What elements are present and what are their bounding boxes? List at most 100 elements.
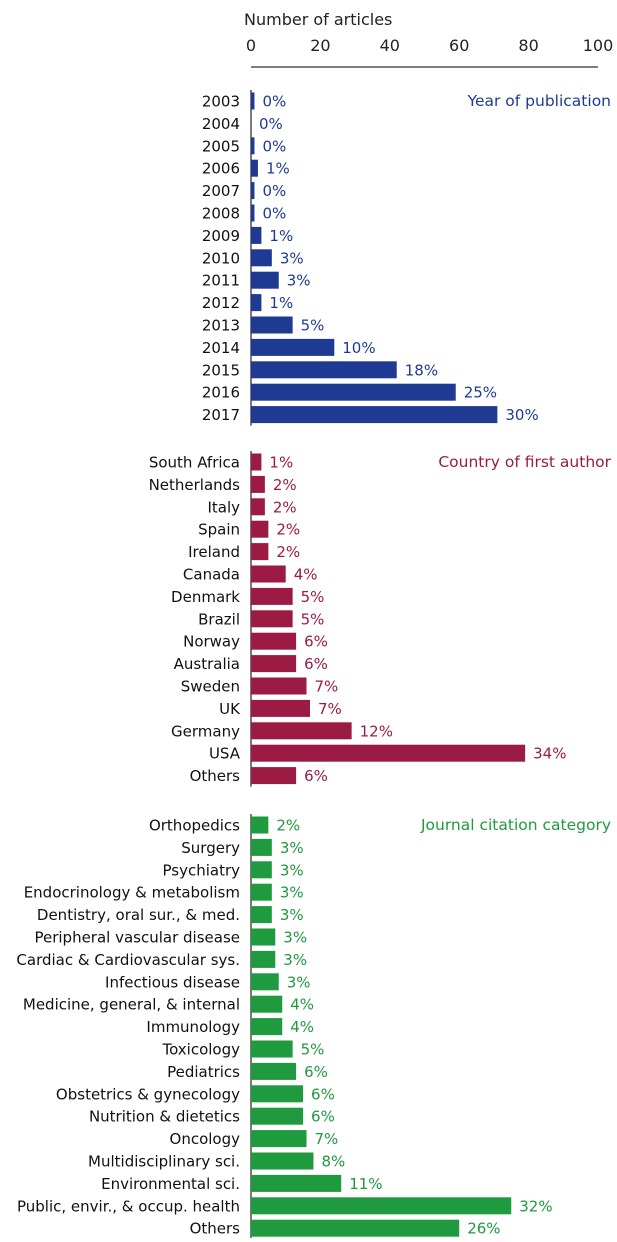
x-tick-label: 80 xyxy=(518,36,538,55)
bar xyxy=(251,883,272,901)
category-label: 2015 xyxy=(202,361,240,379)
bar xyxy=(251,543,269,561)
bar xyxy=(251,1040,293,1058)
data-label: 3% xyxy=(287,272,311,290)
data-label: 1% xyxy=(269,454,293,472)
category-label: 2009 xyxy=(202,227,240,245)
bar xyxy=(251,316,293,334)
category-label: 2005 xyxy=(202,137,240,155)
data-label: 7% xyxy=(315,1130,339,1148)
category-label: UK xyxy=(219,700,241,718)
data-label: 10% xyxy=(342,339,375,357)
data-label: 30% xyxy=(505,406,538,424)
category-label: Sweden xyxy=(181,678,240,696)
bar xyxy=(251,498,265,516)
data-label: 7% xyxy=(318,700,342,718)
category-label: Denmark xyxy=(171,588,240,606)
data-label: 2% xyxy=(273,476,297,494)
bar xyxy=(251,1219,460,1237)
bar xyxy=(251,744,526,762)
panel-title: Journal citation category xyxy=(420,816,611,834)
category-label: Nutrition & dietetics xyxy=(89,1108,240,1126)
category-label: 2014 xyxy=(202,339,240,357)
data-label: 18% xyxy=(405,361,438,379)
bar xyxy=(251,1130,307,1148)
data-label: 25% xyxy=(464,384,497,402)
data-label: 0% xyxy=(262,137,286,155)
bar xyxy=(251,699,310,717)
data-label: 0% xyxy=(262,182,286,200)
category-label: Germany xyxy=(171,722,240,740)
data-label: 3% xyxy=(280,249,304,267)
category-label: Ireland xyxy=(188,543,240,561)
x-axis-title: Number of articles xyxy=(244,10,392,29)
bar xyxy=(251,838,272,856)
data-label: 5% xyxy=(301,588,325,606)
category-label: 2007 xyxy=(202,182,240,200)
category-label: South Africa xyxy=(149,454,240,472)
data-label: 4% xyxy=(290,1018,314,1036)
data-label: 26% xyxy=(467,1220,500,1238)
data-label: 0% xyxy=(262,205,286,223)
bar xyxy=(251,159,258,177)
category-label: 2017 xyxy=(202,406,240,424)
bar xyxy=(251,655,297,673)
bar xyxy=(251,1152,314,1170)
bar xyxy=(251,1085,304,1103)
bar xyxy=(251,383,456,401)
bar xyxy=(251,1018,283,1036)
category-label: Endocrinology & metabolism xyxy=(24,884,240,902)
data-label: 5% xyxy=(301,317,325,335)
bar xyxy=(251,520,269,538)
data-label: 3% xyxy=(280,884,304,902)
category-label: Others xyxy=(190,767,241,785)
panel-title: Country of first author xyxy=(438,453,611,471)
category-label: Infectious disease xyxy=(105,973,240,991)
data-label: 2% xyxy=(273,498,297,516)
data-label: 2% xyxy=(276,521,300,539)
category-label: Spain xyxy=(198,521,240,539)
data-label: 32% xyxy=(519,1197,552,1215)
bar xyxy=(251,767,297,785)
data-label: 1% xyxy=(266,160,290,178)
category-label: Medicine, general, & internal xyxy=(23,996,240,1014)
bar xyxy=(251,249,272,267)
data-label: 3% xyxy=(283,929,307,947)
data-label: 6% xyxy=(311,1108,335,1126)
bar xyxy=(251,610,293,628)
category-label: Oncology xyxy=(170,1130,241,1148)
data-label: 4% xyxy=(294,566,318,584)
data-label: 0% xyxy=(259,115,283,133)
category-label: Multidisciplinary sci. xyxy=(88,1153,240,1171)
bar xyxy=(251,632,297,650)
data-label: 6% xyxy=(304,655,328,673)
category-label: Brazil xyxy=(198,610,240,628)
bar xyxy=(251,973,279,991)
bar xyxy=(251,406,498,424)
data-label: 1% xyxy=(269,294,293,312)
category-label: 2011 xyxy=(202,272,240,290)
category-label: Obstetrics & gynecology xyxy=(56,1085,240,1103)
category-label: Canada xyxy=(183,566,240,584)
data-label: 3% xyxy=(287,973,311,991)
data-label: 6% xyxy=(304,633,328,651)
data-label: 5% xyxy=(301,1041,325,1059)
bar xyxy=(251,565,286,583)
data-label: 6% xyxy=(304,767,328,785)
x-tick-label: 40 xyxy=(380,36,400,55)
data-label: 3% xyxy=(280,839,304,857)
category-label: Cardiac & Cardiovascular sys. xyxy=(16,951,240,969)
category-label: Australia xyxy=(174,655,240,673)
category-label: Psychiatry xyxy=(162,861,240,879)
category-label: Netherlands xyxy=(149,476,241,494)
data-label: 3% xyxy=(280,906,304,924)
data-label: 5% xyxy=(301,610,325,628)
bar xyxy=(251,226,262,244)
data-label: 7% xyxy=(315,678,339,696)
data-label: 2% xyxy=(276,543,300,561)
data-label: 0% xyxy=(262,93,286,111)
bar xyxy=(251,204,255,222)
category-label: 2013 xyxy=(202,317,240,335)
